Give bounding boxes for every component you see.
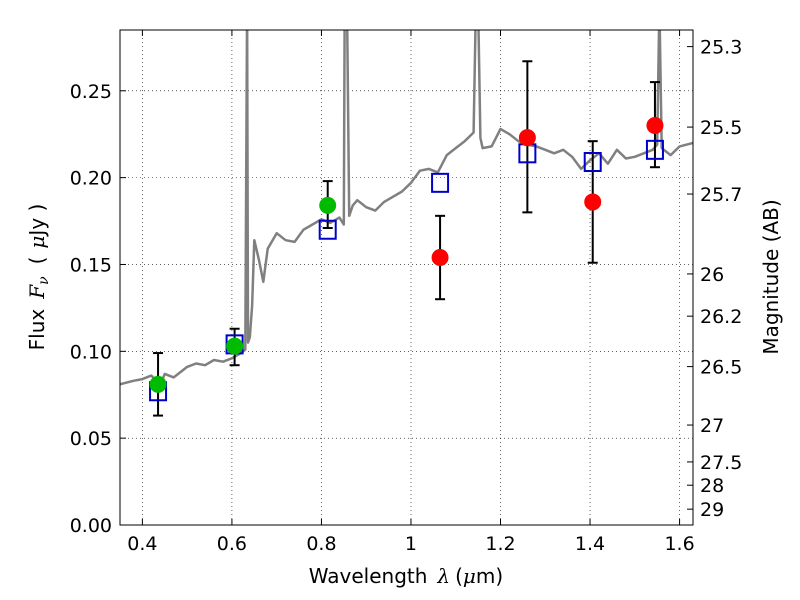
x-tick-label: 0.6 bbox=[217, 533, 247, 555]
photometry-point bbox=[518, 129, 536, 147]
mag-tick-label: 26 bbox=[700, 264, 724, 286]
grid-layer bbox=[120, 30, 693, 526]
x-tick-label: 0.4 bbox=[127, 533, 157, 555]
photometry-point bbox=[584, 193, 602, 211]
plot-frame bbox=[119, 29, 694, 526]
model-band-square bbox=[645, 139, 664, 160]
mag-tick-label: 27.5 bbox=[700, 452, 742, 474]
mag-tick-label: 26.5 bbox=[700, 357, 742, 379]
x-axis-label: Wavelength λ (μm) bbox=[309, 564, 503, 588]
y-tick-label: 0.05 bbox=[70, 428, 112, 450]
y2-axis-label: Magnitude (AB) bbox=[759, 199, 783, 354]
points-layer bbox=[149, 60, 664, 417]
y-tick-label: 0.10 bbox=[70, 341, 112, 363]
y-tick-label: 0.15 bbox=[70, 254, 112, 276]
mag-tick-label: 25.5 bbox=[700, 117, 742, 139]
mag-tick-label: 28 bbox=[700, 475, 724, 497]
y-axis-label: FluxFν(μJy ) bbox=[25, 204, 52, 351]
y-tick-label: 0.20 bbox=[70, 168, 112, 190]
model-band-square bbox=[583, 152, 602, 172]
x-tick-label: 1.6 bbox=[664, 533, 694, 555]
spectrum-layer bbox=[120, 30, 693, 386]
model-band-square bbox=[318, 219, 337, 240]
x-tick-label: 1.2 bbox=[485, 533, 515, 555]
mag-tick-label: 26.2 bbox=[700, 306, 742, 328]
spectrum-line bbox=[120, 30, 693, 386]
photometry-point bbox=[226, 337, 244, 355]
mag-tick-label: 27 bbox=[700, 415, 724, 437]
x-tick-label: 1 bbox=[405, 533, 417, 555]
y-tick-label: 0.25 bbox=[70, 81, 112, 103]
photometry-point bbox=[646, 117, 664, 135]
tick-layer: 0.4 0.6 0.8 1 1.2 1.4 1.6 0.00 0.05 0.10 0.15 0.20 0… bbox=[70, 30, 742, 555]
x-tick-label: 0.8 bbox=[306, 533, 336, 555]
photometry-point bbox=[149, 375, 167, 393]
y-tick-label: 0.00 bbox=[70, 515, 112, 537]
photometry-point bbox=[431, 249, 449, 267]
mag-tick-label: 25.3 bbox=[700, 37, 742, 59]
x-tick-label: 1.4 bbox=[575, 533, 605, 555]
mag-tick-label: 29 bbox=[700, 499, 724, 521]
photometry-point bbox=[319, 196, 337, 214]
mag-tick-label: 25.7 bbox=[700, 184, 742, 206]
model-band-square bbox=[431, 172, 450, 193]
